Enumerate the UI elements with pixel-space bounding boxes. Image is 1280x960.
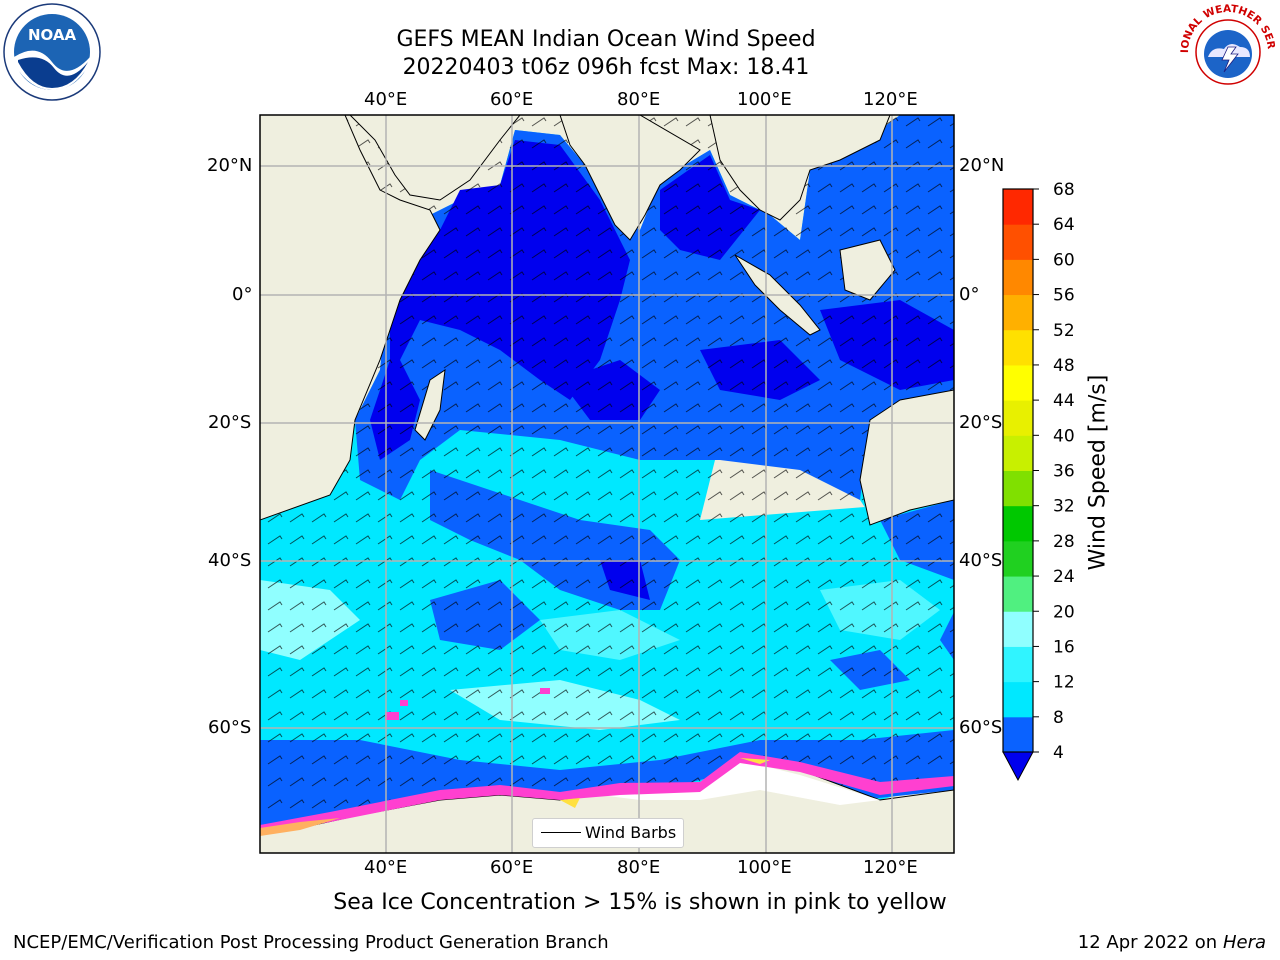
arabia-land <box>349 115 521 201</box>
colorbar-tick-label: 40 <box>1053 426 1075 446</box>
colorbar-cell <box>1003 576 1033 612</box>
machine-name: Hera <box>1222 932 1266 953</box>
wind-barb-legend-line <box>541 832 581 833</box>
colorbar-tick-label: 12 <box>1053 673 1075 693</box>
colorbar-cell <box>1003 364 1033 401</box>
colorbar-tick-label: 60 <box>1053 250 1075 270</box>
lon-label-bottom-120e: 120°E <box>863 857 918 878</box>
colorbar-under-triangle <box>1002 751 1034 782</box>
lon-label-top-40e: 40°E <box>364 89 408 110</box>
date-text: 12 Apr 2022 on <box>1077 932 1218 953</box>
colorbar-tick-label: 48 <box>1053 356 1075 376</box>
africa-land <box>260 115 441 521</box>
colorbar-cell <box>1003 611 1033 647</box>
map-title-line2: 20220403 t06z 096h fcst Max: 18.41 <box>402 55 810 80</box>
colorbar-cell <box>1003 329 1033 366</box>
colorbar-cell <box>1003 540 1033 577</box>
se-asia-land <box>709 115 891 221</box>
lon-label-top-80e: 80°E <box>617 89 661 110</box>
map-frame <box>259 114 955 854</box>
colorbar-cell <box>1003 716 1033 753</box>
map-title-line1: GEFS MEAN Indian Ocean Wind Speed <box>396 27 816 52</box>
map-panel <box>260 115 954 853</box>
gridlines <box>260 115 954 853</box>
lon-label-top-120e: 120°E <box>863 89 918 110</box>
colorbar-cell <box>1003 681 1033 718</box>
wind-barb-legend-label: Wind Barbs <box>585 823 677 842</box>
lon-label-bottom-40e: 40°E <box>364 857 408 878</box>
lat-label-right-40s: 40°S <box>959 550 1003 571</box>
sea-ice-note: Sea Ice Concentration > 15% is shown in … <box>333 890 947 915</box>
colorbar-tick-label: 16 <box>1053 637 1075 657</box>
credit-text: NCEP/EMC/Verification Post Processing Pr… <box>13 932 609 953</box>
colorbar-cell <box>1003 224 1033 260</box>
lon-label-bottom-80e: 80°E <box>617 857 661 878</box>
colorbar-tick-label: 68 <box>1053 180 1075 200</box>
date-stamp: 12 Apr 2022 on Hera <box>1078 932 1266 953</box>
lon-label-top-60e: 60°E <box>490 89 534 110</box>
lat-label-left-0: 0° <box>232 284 253 305</box>
nws-logo: NATIONAL WEATHER SERVICE <box>1178 2 1277 99</box>
map-legend: Wind Barbs <box>532 818 684 848</box>
lon-label-bottom-60e: 60°E <box>490 857 534 878</box>
nws-logo-icon: NATIONAL WEATHER SERVICE <box>1178 2 1277 99</box>
colorbar-tick-label: 52 <box>1053 321 1075 341</box>
lat-label-left-20n: 20°N <box>207 155 253 176</box>
colorbar-label: Wind Speed [m/s] <box>1085 374 1111 571</box>
colorbar-cell <box>1003 435 1033 471</box>
lat-label-right-20s: 20°S <box>959 412 1003 433</box>
colorbar-tick-label: 32 <box>1053 497 1075 517</box>
sea-ice-band <box>260 752 954 835</box>
colorbar-tick-label: 4 <box>1053 743 1064 763</box>
lon-label-bottom-100e: 100°E <box>737 857 792 878</box>
lon-label-top-100e: 100°E <box>737 89 792 110</box>
colorbar-cell <box>1003 294 1033 331</box>
colorbar-tick-label: 24 <box>1053 567 1075 587</box>
noaa-logo-text: NOAA <box>28 26 77 44</box>
colorbar-tick-label: 44 <box>1053 391 1075 411</box>
colorbar-cell <box>1003 400 1033 436</box>
colorbar-cell <box>1003 259 1033 296</box>
borneo-land <box>839 239 896 301</box>
colorbar-tick-label: 28 <box>1053 532 1075 552</box>
colorbar-cell <box>1003 646 1033 683</box>
colorbar-cell <box>1003 505 1033 542</box>
noaa-logo: NOAA <box>3 3 101 101</box>
lat-label-left-60s: 60°S <box>208 717 252 738</box>
lat-label-right-60s: 60°S <box>959 717 1003 738</box>
lat-label-right-20n: 20°N <box>959 155 1005 176</box>
colorbar-tick-label: 64 <box>1053 215 1075 235</box>
colorbar-tick-label: 8 <box>1053 708 1064 728</box>
lat-label-right-0: 0° <box>959 284 980 305</box>
india-land <box>559 115 701 241</box>
lat-label-left-20s: 20°S <box>208 412 252 433</box>
colorbar-tick-label: 56 <box>1053 286 1075 306</box>
colorbar-tick-label: 20 <box>1053 602 1075 622</box>
lat-label-left-40s: 40°S <box>208 550 252 571</box>
colorbar-cell <box>1003 470 1033 507</box>
colorbar-cell <box>1003 189 1033 225</box>
noaa-logo-icon: NOAA <box>3 3 101 101</box>
colorbar-tick-label: 36 <box>1053 462 1075 482</box>
